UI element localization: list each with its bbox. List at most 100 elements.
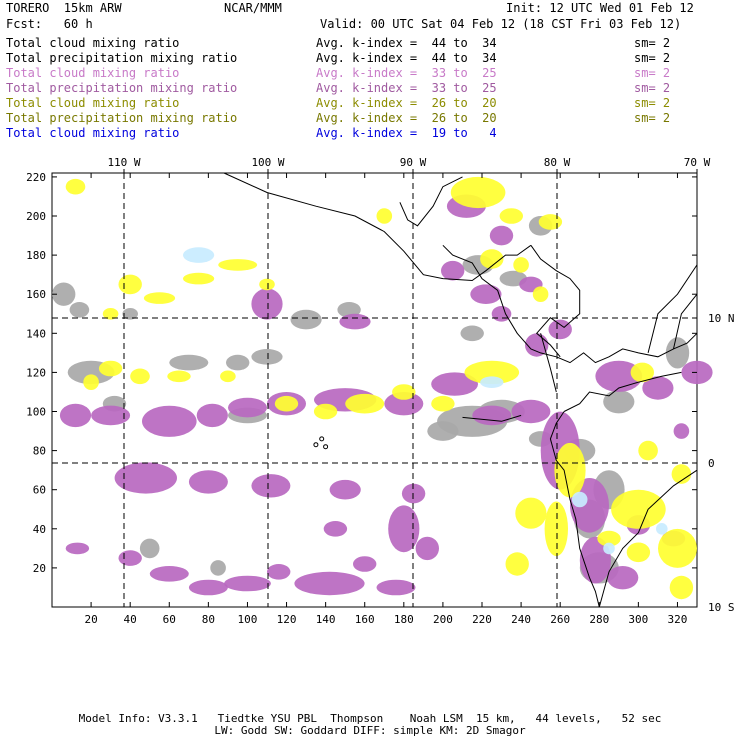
coastline: [673, 293, 698, 350]
legend-sm: sm= 2: [634, 96, 671, 110]
x-tick-label: 180: [394, 613, 414, 626]
coastline: [556, 332, 698, 364]
purple-cloud-patch: [118, 550, 142, 566]
legend-field: Total cloud mixing ratio: [6, 96, 180, 110]
yellow-cloud-patch: [313, 403, 338, 420]
latitude-label: 10 N: [708, 312, 735, 325]
coastline: [442, 244, 557, 358]
coastline: [598, 469, 698, 608]
x-tick-label: 20: [84, 613, 97, 626]
longitude-label: 110 W: [107, 156, 140, 169]
gray-cloud-patch: [210, 560, 226, 576]
purple-cloud-patch: [470, 284, 502, 305]
gray-cloud-patch: [226, 354, 250, 371]
purple-cloud-patch: [65, 542, 90, 555]
title-org: NCAR/MMM: [224, 1, 282, 15]
yellow-cloud-patch: [83, 374, 99, 391]
gray-cloud-patch: [122, 308, 138, 320]
legend-sm: sm= 2: [634, 111, 671, 125]
purple-cloud-patch: [431, 372, 478, 396]
coastline: [647, 264, 698, 354]
galapagos-island: [323, 444, 329, 450]
yellow-cloud-patch: [220, 370, 236, 383]
gray-cloud-patch: [139, 538, 160, 559]
legend-field: Total cloud mixing ratio: [6, 66, 180, 80]
legend-kindex: Avg. k-index = 44 to 34: [316, 36, 497, 50]
longitude-label: 70 W: [684, 156, 711, 169]
gray-cloud-patch: [337, 302, 361, 318]
yellow-cloud-patch: [98, 360, 123, 377]
yellow-cloud-patch: [392, 384, 416, 400]
yellow-cloud-patch: [464, 360, 520, 385]
gray-cloud-patch: [665, 337, 690, 369]
legend-sm: sm= 2: [634, 66, 671, 80]
galapagos-island: [319, 436, 325, 442]
gray-cloud-patch: [427, 421, 459, 441]
legend-kindex: Avg. k-index = 44 to 34: [316, 51, 497, 65]
yellow-cloud-patch: [505, 552, 529, 576]
gray-cloud-patch: [460, 325, 484, 342]
purple-cloud-patch: [642, 376, 674, 400]
lightblue-cloud-patch: [656, 523, 668, 535]
x-tick-label: 260: [550, 613, 570, 626]
purple-cloud-patch: [149, 566, 189, 582]
y-tick-label: 100: [26, 406, 46, 419]
axes: 20 40 60 80 100 120 140 160 180 200 220 240 260 280 30…: [26, 156, 734, 626]
x-tick-label: 160: [355, 613, 375, 626]
coastline: [563, 371, 682, 412]
latitude-label: 0: [708, 457, 715, 470]
model-info-line2: LW: Godd SW: Goddard DIFF: simple KM: 2D…: [214, 724, 526, 737]
purple-cloud-patch: [441, 260, 465, 281]
yellow-cloud-patch: [513, 257, 529, 273]
title-model: TORERO 15km ARW: [6, 1, 122, 15]
legend-field: Total cloud mixing ratio: [6, 36, 180, 50]
yellow-cloud-patch: [658, 528, 697, 568]
legend-kindex: Avg. k-index = 19 to 4: [316, 126, 497, 140]
yellow-cloud-patch: [431, 395, 455, 412]
gray-cloud-patch: [251, 349, 283, 365]
lat-lon-grid: [52, 173, 697, 607]
coastlines: [223, 172, 698, 608]
purple-cloud-patch: [251, 474, 291, 498]
yellow-cloud-patch: [65, 178, 86, 195]
purple-cloud-patch: [188, 470, 228, 494]
gray-cloud-patch: [290, 309, 322, 330]
gray-cloud-patch: [603, 390, 635, 414]
purple-cloud-patch: [294, 571, 365, 596]
purple-cloud-patch: [415, 536, 439, 561]
y-tick-label: 140: [26, 327, 46, 340]
purple-cloud-patch: [224, 575, 271, 592]
longitude-label: 80 W: [544, 156, 571, 169]
legend-sm: sm= 2: [634, 36, 671, 50]
y-tick-label: 220: [26, 171, 46, 184]
purple-cloud-patch: [548, 319, 572, 340]
x-tick-label: 40: [124, 613, 137, 626]
yellow-cloud-patch: [480, 249, 504, 269]
yellow-cloud-patch: [611, 489, 666, 529]
latitude-label: 10 S: [708, 601, 735, 614]
coastline: [223, 172, 532, 282]
coastline: [399, 176, 463, 227]
gray-cloud-patch: [52, 282, 76, 306]
x-tick-label: 320: [668, 613, 688, 626]
yellow-cloud-patch: [130, 368, 150, 385]
forecast-hour: Fcst: 60 h: [6, 17, 93, 31]
x-tick-label: 120: [277, 613, 297, 626]
yellow-cloud-patch: [630, 362, 654, 383]
coastline: [540, 333, 557, 393]
yellow-cloud-patch: [259, 278, 275, 291]
yellow-cloud-patch: [345, 393, 385, 414]
purple-cloud-patch: [511, 399, 551, 424]
yellow-cloud-patch: [274, 395, 299, 412]
yellow-cloud-patch: [626, 542, 651, 563]
purple-cloud-patch: [267, 564, 291, 580]
x-tick-label: 60: [163, 613, 176, 626]
y-tick-label: 20: [33, 562, 46, 575]
yellow-cloud-patch: [499, 208, 523, 224]
legend-sm: sm= 2: [634, 81, 671, 95]
legend-field: Total precipitation mixing ratio: [6, 51, 238, 65]
legend-field: Total cloud mixing ratio: [6, 126, 180, 140]
y-tick-label: 60: [33, 484, 46, 497]
yellow-cloud-patch: [183, 272, 215, 285]
